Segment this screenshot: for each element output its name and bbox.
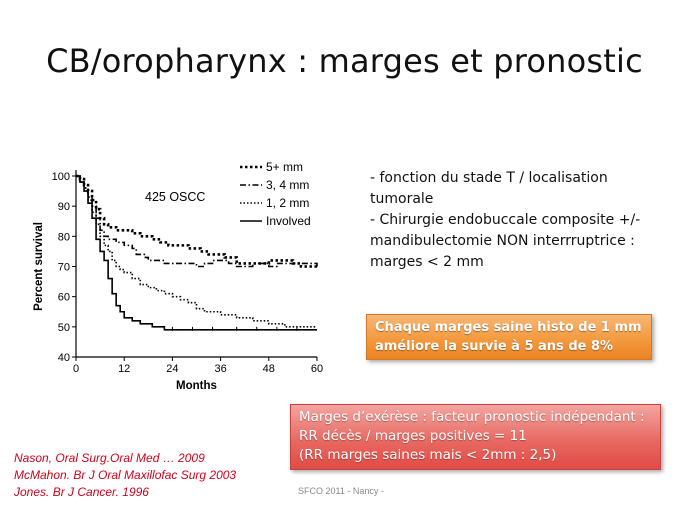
legend-label: 5+ mm [266, 160, 303, 174]
x-axis-label: Months [176, 380, 217, 392]
bullet-line: mandibulectomie NON interrruptrice : [370, 233, 635, 249]
x-tick-label: 0 [73, 363, 79, 375]
highlight-line: RR décès / marges positives = 11 [299, 428, 527, 444]
slide-title: CB/oropharynx : marges et pronostic [46, 42, 643, 80]
highlight-line: Marges d’exérèse : facteur pronostic ind… [299, 409, 645, 425]
reference-line: Jones. Br J Cancer. 1996 [14, 485, 149, 499]
y-axis-label: Percent survival [33, 222, 45, 311]
y-tick-label: 60 [58, 292, 70, 304]
chart-annotation: 425 OSCC [145, 190, 205, 204]
series-line [76, 175, 317, 328]
legend-label: Involved [266, 214, 311, 228]
legend-label: 1, 2 mm [266, 196, 309, 210]
bullet-line: - fonction du stade T / localisation [370, 170, 608, 186]
bullet-line: - Chirurgie endobuccale composite +/- [370, 212, 641, 228]
y-tick-label: 40 [58, 352, 70, 364]
bullet-line: marges < 2 mm [370, 254, 484, 270]
y-tick-label: 90 [58, 201, 70, 213]
y-tick-label: 80 [58, 231, 70, 243]
highlight-box-red: Marges d’exérèse : facteur pronostic ind… [290, 404, 661, 470]
series-line [76, 174, 317, 268]
series-line [76, 175, 318, 268]
x-tick-label: 60 [311, 363, 323, 375]
references: Nason, Oral Surg.Oral Med … 2009 McMahon… [14, 450, 294, 501]
bullet-line: tumorale [370, 191, 434, 207]
y-tick-label: 70 [58, 262, 70, 274]
legend-label: 3, 4 mm [266, 178, 309, 192]
y-tick-label: 100 [52, 171, 70, 183]
y-tick-label: 50 [58, 322, 70, 334]
bullet-list: - fonction du stade T / localisation tum… [370, 168, 670, 273]
highlight-line: Chaque marges saine histo de 1 mm [375, 320, 642, 335]
reference-line: McMahon. Br J Oral Maxillofac Surg 2003 [14, 468, 237, 482]
slide-footer: SFCO 2011 - Nancy - [298, 486, 384, 496]
x-tick-label: 12 [118, 363, 130, 375]
series-line [76, 175, 317, 331]
survival-chart-svg: 0 12 24 36 48 60 40 50 60 70 80 90 100 Months Percent … [33, 160, 323, 392]
highlight-box-orange: Chaque marges saine histo de 1 mm amélio… [366, 314, 652, 360]
highlight-line: améliore la survie à 5 ans de 8% [375, 339, 614, 354]
reference-line: Nason, Oral Surg.Oral Med … 2009 [14, 451, 205, 465]
x-tick-label: 48 [263, 363, 275, 375]
x-tick-label: 36 [214, 363, 226, 375]
x-tick-label: 24 [166, 363, 178, 375]
highlight-line: (RR marges saines mais < 2mm : 2,5) [299, 447, 557, 463]
survival-chart: 0 12 24 36 48 60 40 50 60 70 80 90 100 Months Percent … [28, 158, 328, 398]
